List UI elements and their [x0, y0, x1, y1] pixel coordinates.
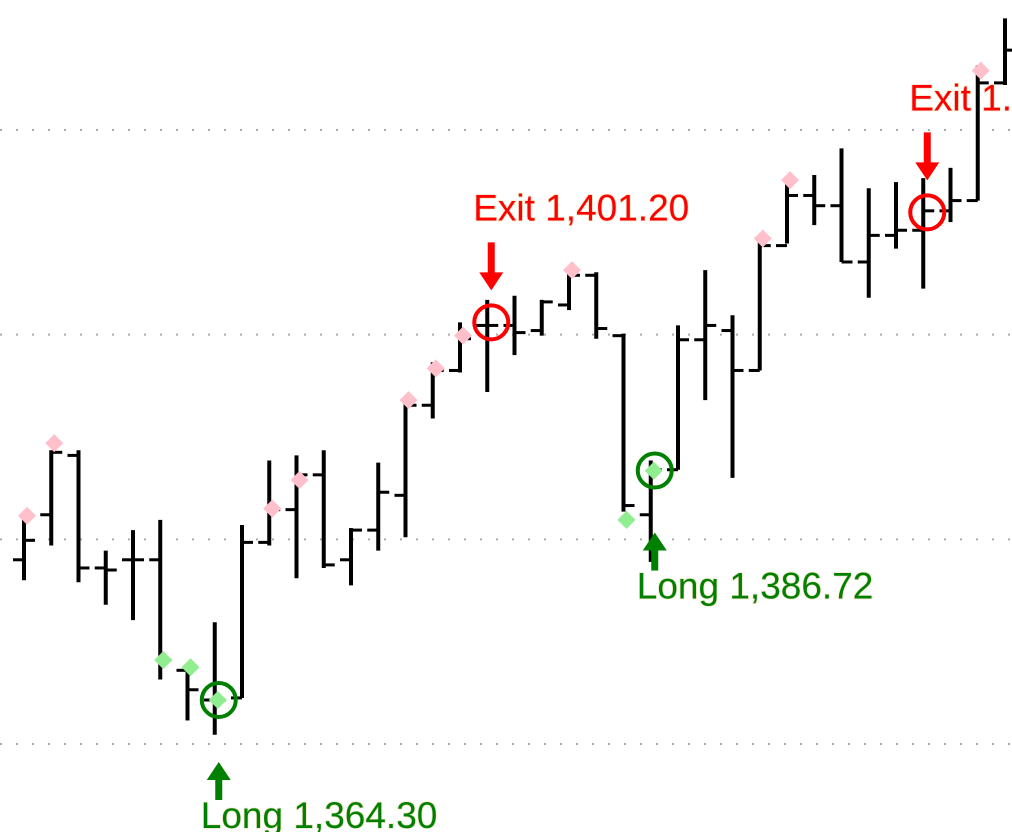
signal-arrow-head	[206, 761, 231, 780]
signal-label: Exit 1.	[909, 77, 1012, 118]
indicator-dot	[644, 461, 663, 480]
signal-circle	[908, 193, 947, 232]
indicator-dot	[563, 261, 581, 280]
indicator-dot	[426, 359, 445, 378]
signal-circle	[635, 451, 674, 490]
indicator-dot	[290, 470, 309, 489]
indicator-dot	[617, 510, 636, 529]
signal-arrow-head	[915, 162, 940, 181]
indicator-dot	[181, 658, 200, 677]
signal-label: Long 1,364.30	[201, 795, 438, 832]
indicator-dot	[971, 61, 990, 80]
signal-circle	[472, 303, 511, 342]
indicator-dot	[454, 326, 472, 345]
signal-arrow-head	[479, 272, 504, 291]
signal-arrow-head	[642, 532, 667, 551]
signal-circle	[199, 680, 238, 719]
signal-label: Exit 1,401.20	[473, 187, 689, 228]
indicator-dot	[753, 229, 772, 248]
indicator-dot	[781, 171, 799, 190]
indicator-dot	[263, 499, 282, 518]
indicator-dot	[45, 434, 64, 453]
signal-label: Long 1,386.72	[637, 566, 874, 607]
indicator-dot	[208, 690, 227, 709]
indicator-dot	[399, 391, 418, 410]
indicator-dot	[18, 506, 36, 525]
indicator-dot	[154, 651, 173, 670]
